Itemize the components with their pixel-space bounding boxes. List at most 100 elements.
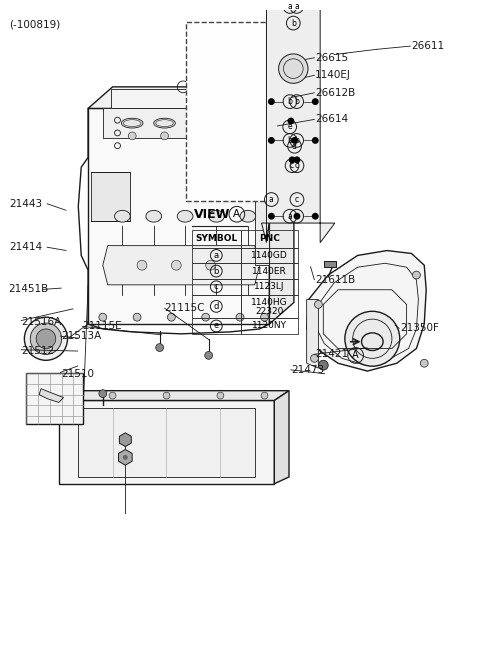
Text: A: A [233,209,240,219]
Text: 21510: 21510 [61,369,94,379]
Text: 21443: 21443 [10,199,43,209]
Text: 1123LJ: 1123LJ [254,282,285,291]
Text: (-100819): (-100819) [10,20,61,30]
Circle shape [133,313,141,321]
Ellipse shape [278,94,290,99]
Polygon shape [103,246,260,285]
Polygon shape [88,87,294,109]
Text: PNC: PNC [259,234,280,243]
Circle shape [99,390,107,398]
Text: e: e [288,122,292,131]
Text: c: c [290,161,294,170]
Text: a: a [269,195,274,204]
Polygon shape [88,109,269,324]
Text: a: a [294,2,299,11]
Text: 26612B: 26612B [315,88,356,98]
Circle shape [288,156,296,164]
Circle shape [70,392,77,399]
Ellipse shape [218,118,240,128]
Circle shape [204,352,213,359]
Circle shape [288,118,294,124]
Bar [26,373,83,424]
Bar [192,263,241,279]
Bar [192,279,241,295]
Text: c: c [214,282,218,291]
Circle shape [420,359,428,367]
Text: b: b [294,136,299,145]
Circle shape [312,3,319,10]
Text: d: d [292,142,297,151]
Circle shape [217,392,224,399]
Text: 21512: 21512 [21,346,54,356]
Circle shape [36,329,56,349]
Circle shape [294,156,300,164]
Circle shape [24,317,68,360]
Polygon shape [59,391,289,401]
Text: 21451B: 21451B [9,285,49,295]
Text: 21611B: 21611B [315,275,356,285]
Text: b: b [294,97,299,106]
Circle shape [294,213,300,220]
Text: b: b [214,267,219,275]
Bar [192,230,241,248]
Ellipse shape [146,211,162,222]
Circle shape [291,137,298,144]
Polygon shape [262,0,335,243]
Bar [241,295,298,318]
Circle shape [161,132,168,140]
Circle shape [163,392,170,399]
Bar [241,230,298,248]
Circle shape [312,137,319,144]
Circle shape [261,392,268,399]
Bar [192,248,241,263]
Circle shape [123,455,128,460]
Circle shape [312,213,319,220]
Polygon shape [39,389,63,402]
Text: A: A [352,350,359,360]
Text: VIEW: VIEW [194,209,230,221]
Bar [281,15,305,209]
Circle shape [236,313,244,321]
Bar [241,263,298,279]
Bar [91,172,130,221]
Circle shape [268,137,275,144]
Circle shape [268,98,275,105]
Ellipse shape [274,114,284,118]
Bar [192,318,241,334]
Text: 21414: 21414 [10,242,43,252]
Text: 21350F: 21350F [400,323,439,334]
Text: c: c [295,195,299,204]
Circle shape [225,132,233,140]
Text: 21516A: 21516A [21,317,61,327]
Text: a: a [288,212,292,220]
Circle shape [202,313,210,321]
Text: a: a [294,212,299,220]
Ellipse shape [121,118,143,128]
Text: 26614: 26614 [315,115,348,124]
Circle shape [345,311,400,366]
Text: 1120NY: 1120NY [252,322,287,330]
Bar [241,248,298,263]
Circle shape [156,344,164,352]
Circle shape [314,301,323,308]
Circle shape [268,213,275,220]
Bar [241,279,298,295]
Polygon shape [103,109,255,138]
Bar [324,261,336,267]
Ellipse shape [209,211,224,222]
Circle shape [268,3,275,10]
Circle shape [206,260,216,270]
Circle shape [128,132,136,140]
Circle shape [278,54,308,83]
Circle shape [30,323,61,354]
Text: a: a [214,251,219,260]
Ellipse shape [240,211,256,222]
Circle shape [273,168,281,176]
Text: 1140EJ: 1140EJ [315,70,351,80]
Ellipse shape [115,211,130,222]
Text: 21473: 21473 [292,365,325,375]
Bar [186,22,287,201]
Text: a: a [288,2,292,11]
Circle shape [318,360,328,370]
Text: c: c [295,161,299,170]
